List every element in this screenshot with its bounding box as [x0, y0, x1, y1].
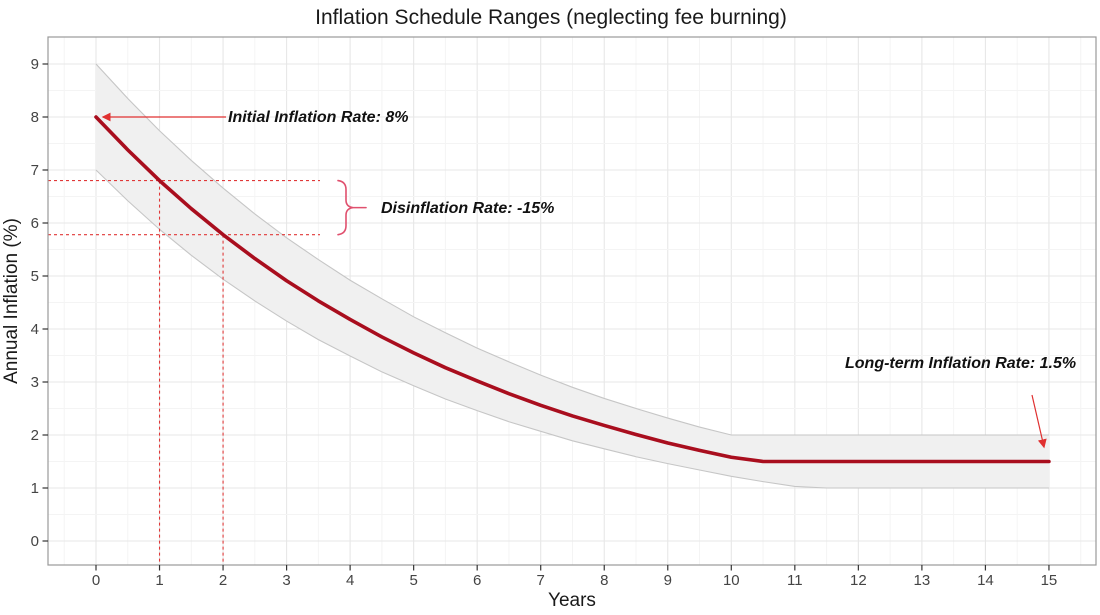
range-band-lower-edge	[95, 169, 1049, 489]
y-tick-label: 3	[31, 374, 39, 391]
range-band	[95, 63, 1049, 489]
inflation-curve	[94, 115, 1051, 464]
x-tick-label: 14	[977, 572, 994, 589]
y-tick-label: 5	[31, 268, 39, 285]
y-tick-label: 4	[31, 321, 39, 338]
panel-border	[47, 36, 1097, 566]
range-band-upper-edge	[95, 63, 1049, 436]
x-tick-label: 6	[473, 572, 481, 589]
y-tick-label: 8	[31, 109, 39, 126]
x-tick-label: 8	[600, 572, 608, 589]
x-tick-label: 9	[664, 572, 672, 589]
y-axis-title: Annual Inflation (%)	[1, 218, 22, 384]
x-tick-label: 0	[92, 572, 100, 589]
annotation-longterm-rate: Long-term Inflation Rate: 1.5%	[845, 355, 1076, 372]
y-tick-label: 6	[31, 215, 39, 232]
y-tick-label: 1	[31, 480, 39, 497]
y-tick-label: 0	[31, 533, 39, 550]
longterm-rate-arrow	[1031, 394, 1047, 449]
y-tick-label: 9	[31, 56, 39, 73]
annotation-initial-rate: Initial Inflation Rate: 8%	[228, 109, 408, 126]
annotation-disinflation-rate: Disinflation Rate: -15%	[381, 200, 554, 217]
range-band-fill	[96, 64, 1049, 488]
guide-dashed-lines	[48, 180, 320, 565]
x-tick-label: 1	[155, 572, 163, 589]
x-tick-label: 12	[850, 572, 867, 589]
x-tick-label: 2	[219, 572, 227, 589]
x-tick-label: 5	[409, 572, 417, 589]
x-tick-label: 4	[346, 572, 354, 589]
chart-title: Inflation Schedule Ranges (neglecting fe…	[315, 6, 787, 29]
expected-inflation-line	[94, 115, 1051, 464]
y-tick-label: 2	[31, 427, 39, 444]
x-tick-label: 15	[1041, 572, 1058, 589]
annotation-graphics	[101, 112, 1047, 449]
x-tick-label: 10	[723, 572, 740, 589]
x-tick-label: 13	[914, 572, 931, 589]
x-tick-label: 7	[537, 572, 545, 589]
y-tick-label: 7	[31, 162, 39, 179]
x-tick-label: 11	[787, 572, 803, 589]
x-tick-label: 3	[282, 572, 290, 589]
x-axis-title: Years	[548, 590, 596, 611]
